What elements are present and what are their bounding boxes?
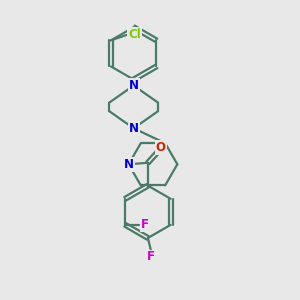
Text: N: N bbox=[129, 122, 139, 135]
Text: N: N bbox=[124, 158, 134, 171]
Text: O: O bbox=[156, 141, 166, 154]
Text: F: F bbox=[141, 218, 149, 231]
Text: Cl: Cl bbox=[128, 28, 141, 41]
Text: N: N bbox=[129, 79, 139, 92]
Text: F: F bbox=[147, 250, 155, 263]
